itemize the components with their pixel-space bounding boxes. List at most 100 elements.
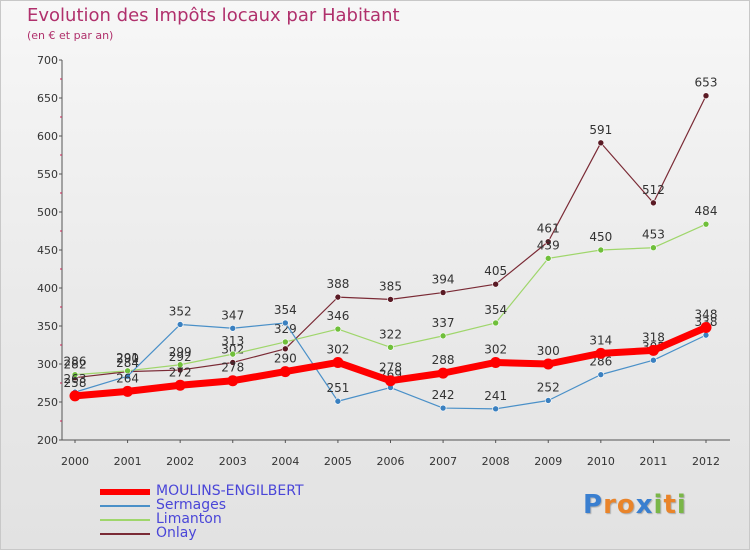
data-label-moulins-engilbert: 348 — [695, 308, 718, 322]
data-point-limanton — [282, 338, 289, 346]
data-point-moulins-engilbert — [437, 367, 449, 379]
data-label-limanton: 322 — [379, 327, 402, 341]
data-label-onlay: 591 — [589, 123, 612, 137]
data-point-onlay — [650, 199, 657, 207]
data-label-sermages: 242 — [432, 388, 455, 402]
data-label-onlay: 394 — [432, 273, 455, 287]
logo-letter: i — [653, 490, 664, 520]
data-label-moulins-engilbert: 278 — [379, 361, 402, 375]
data-label-sermages: 286 — [589, 355, 612, 369]
legend-label: Onlay — [156, 525, 197, 541]
data-point-limanton — [176, 361, 184, 369]
data-label-limanton: 484 — [695, 204, 718, 218]
data-label-moulins-engilbert: 300 — [537, 344, 560, 358]
logo-letter: o — [616, 490, 636, 520]
data-point-sermages — [492, 405, 499, 413]
data-point-moulins-engilbert — [279, 366, 291, 378]
data-point-moulins-engilbert — [385, 375, 396, 387]
data-point-moulins-engilbert — [490, 356, 502, 368]
data-label-onlay: 461 — [537, 222, 560, 236]
chart-subtitle: (en € et par an) — [27, 29, 114, 42]
data-label-sermages: 251 — [326, 381, 349, 395]
data-label-onlay: 388 — [326, 277, 349, 291]
data-point-onlay — [702, 92, 710, 100]
x-tick-label: 2009 — [534, 455, 562, 468]
legend-swatch — [100, 519, 150, 521]
data-point-moulins-engilbert — [332, 356, 344, 368]
data-point-limanton — [544, 255, 552, 262]
data-point-onlay — [544, 238, 552, 245]
data-point-onlay — [334, 293, 342, 301]
data-label-sermages: 347 — [221, 308, 244, 322]
data-point-limanton — [387, 343, 394, 351]
data-point-limanton — [702, 220, 710, 228]
data-point-moulins-engilbert — [700, 322, 712, 334]
data-point-moulins-engilbert — [647, 344, 659, 356]
legend-swatch — [100, 533, 150, 535]
x-tick-label: 2010 — [587, 455, 615, 468]
data-label-moulins-engilbert: 288 — [432, 353, 455, 367]
logo-letter: x — [635, 490, 654, 520]
data-label-sermages: 284 — [116, 356, 139, 370]
data-point-onlay — [492, 280, 499, 288]
y-tick-label: 650 — [37, 92, 58, 105]
x-tick-label: 2001 — [114, 455, 142, 468]
chart-legend: MOULINS-ENGILBERT Sermages Limanton Onlay — [100, 484, 420, 541]
y-tick-label: 500 — [37, 206, 58, 219]
data-point-onlay — [229, 359, 237, 366]
data-point-moulins-engilbert — [122, 385, 134, 397]
data-point-moulins-engilbert — [174, 379, 186, 391]
y-tick-label: 350 — [37, 320, 58, 333]
x-tick-label: 2004 — [271, 455, 299, 468]
legend-item-limanton: Limanton — [100, 511, 420, 527]
data-label-limanton: 354 — [484, 303, 507, 317]
data-point-sermages — [439, 404, 447, 412]
y-tick-label: 250 — [37, 396, 58, 409]
logo-letter: t — [663, 490, 677, 520]
data-label-sermages: 263 — [64, 372, 87, 386]
x-tick-label: 2007 — [429, 455, 457, 468]
data-label-limanton: 439 — [537, 238, 560, 252]
data-label-limanton: 313 — [221, 334, 244, 348]
data-point-sermages — [334, 397, 342, 405]
data-label-limanton: 286 — [64, 355, 87, 369]
data-label-moulins-engilbert: 264 — [116, 371, 139, 385]
data-point-limanton — [229, 350, 237, 358]
legend-label: Limanton — [156, 511, 222, 527]
data-label-sermages: 352 — [169, 304, 192, 318]
data-label-onlay: 512 — [642, 183, 665, 197]
x-tick-label: 2002 — [166, 455, 194, 468]
data-label-sermages: 354 — [274, 303, 297, 317]
data-point-sermages — [282, 319, 289, 327]
x-tick-label: 2003 — [219, 455, 247, 468]
data-label-limanton: 299 — [169, 345, 192, 359]
data-label-sermages: 252 — [537, 380, 560, 394]
data-label-limanton: 291 — [116, 351, 139, 365]
y-tick-label: 550 — [37, 168, 58, 181]
data-label-sermages: 241 — [484, 389, 507, 403]
legend-item-moulins-engilbert: MOULINS-ENGILBERT — [100, 484, 420, 499]
data-label-moulins-engilbert: 318 — [642, 330, 665, 344]
data-point-onlay — [387, 296, 394, 303]
x-tick-label: 2000 — [61, 455, 89, 468]
data-label-limanton: 337 — [432, 316, 455, 330]
logo-letter: i — [676, 490, 687, 520]
data-label-onlay: 405 — [484, 264, 507, 278]
y-tick-label: 450 — [37, 244, 58, 257]
data-label-moulins-engilbert: 302 — [326, 342, 349, 356]
y-tick-label: 600 — [37, 130, 58, 143]
data-point-moulins-engilbert — [542, 358, 554, 370]
legend-item-onlay: Onlay — [100, 525, 420, 541]
data-label-moulins-engilbert: 302 — [484, 342, 507, 356]
data-point-sermages — [229, 324, 237, 332]
logo-letter: P — [583, 490, 604, 520]
data-point-limanton — [71, 371, 79, 378]
legend-item-sermages: Sermages — [100, 498, 420, 513]
y-tick-label: 200 — [37, 434, 58, 447]
data-point-sermages — [124, 372, 131, 380]
data-point-onlay — [597, 139, 605, 147]
data-label-moulins-engilbert: 278 — [221, 361, 244, 375]
chart-title: Evolution des Impôts locaux par Habitant — [27, 5, 400, 26]
x-tick-label: 2008 — [482, 455, 510, 468]
